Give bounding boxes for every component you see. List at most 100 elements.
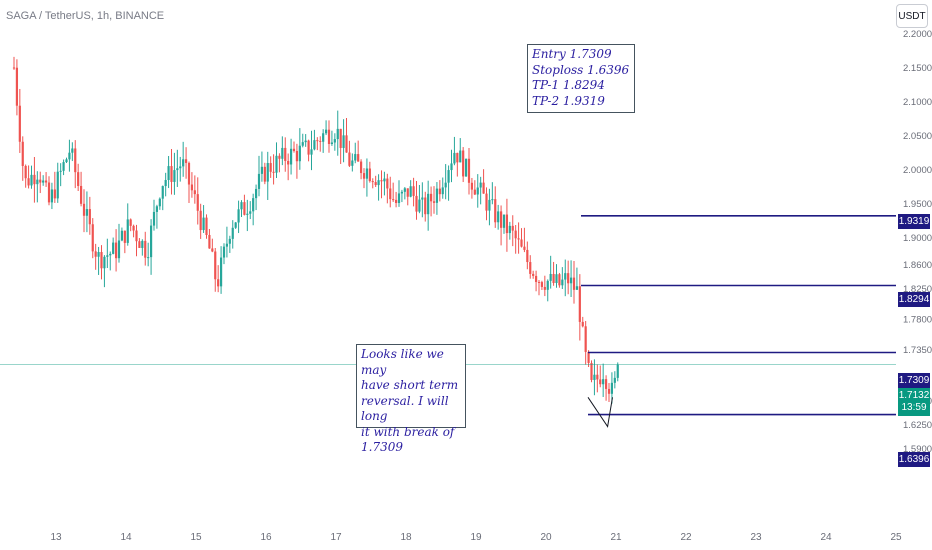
candle-body — [182, 159, 185, 167]
candle-body — [526, 249, 529, 263]
y-tick-label: 1.7350 — [903, 345, 932, 356]
candlestick-series — [12, 56, 619, 404]
candle-body — [567, 273, 570, 284]
candle-body — [71, 148, 74, 153]
candle-body — [374, 182, 377, 186]
candle-body — [453, 152, 456, 164]
candle-body — [429, 193, 433, 202]
candle-body — [479, 182, 482, 188]
candle-body — [339, 128, 342, 148]
candle-body — [610, 382, 614, 394]
candle-body — [170, 166, 173, 182]
candle-body — [587, 351, 590, 363]
time-axis[interactable]: 13 14 15 16 17 18 19 20 21 22 23 24 25 — [50, 532, 902, 543]
candle-body — [234, 222, 237, 228]
candle-body — [214, 251, 217, 280]
candle-body — [298, 145, 301, 162]
candle-body — [141, 240, 144, 248]
candle-body — [424, 197, 427, 215]
candle-body — [199, 210, 202, 231]
candle-body — [409, 186, 412, 197]
symbol-title: SAGA / TetherUS, 1h, BINANCE — [6, 10, 165, 22]
candle-body — [377, 180, 380, 186]
candle-body — [389, 188, 392, 200]
candle-body — [114, 242, 118, 259]
candle-body — [21, 141, 24, 166]
candle-body — [155, 206, 159, 212]
candle-body — [491, 199, 494, 201]
last-price-value: 1.7132 — [898, 390, 930, 401]
candle-body — [330, 142, 334, 144]
candle-body — [418, 199, 421, 212]
candle-body — [289, 148, 293, 165]
candle-body — [295, 151, 299, 162]
candle-body — [564, 273, 567, 280]
comment-line: 1.7309 — [361, 440, 403, 454]
candle-body — [307, 140, 310, 155]
candle-body — [117, 240, 121, 259]
last-price-tag: 1.7132 13:59 — [898, 388, 930, 416]
candle-body — [184, 159, 188, 163]
x-tick-label: 19 — [470, 532, 482, 543]
candle-body — [427, 193, 430, 215]
candle-body — [82, 203, 86, 216]
candle-body — [421, 197, 424, 200]
candle-body — [514, 230, 517, 239]
candle-body — [593, 374, 596, 380]
candle-body — [348, 152, 351, 166]
candle-body — [383, 178, 386, 182]
candle-body — [473, 189, 476, 195]
candle-body — [342, 135, 345, 148]
candle-body — [249, 211, 252, 214]
candle-body — [508, 225, 511, 234]
x-tick-label: 18 — [400, 532, 412, 543]
candle-body — [100, 252, 103, 269]
candle-countdown: 13:59 — [901, 402, 927, 413]
candle-body — [362, 173, 366, 179]
candle-body — [371, 181, 374, 183]
candle-body — [27, 178, 30, 186]
stoploss-text: Stoploss 1.6396 — [532, 62, 630, 77]
candle-body — [147, 257, 150, 259]
candle-body — [485, 193, 488, 211]
candle-body — [237, 209, 240, 223]
candle-body — [511, 225, 514, 231]
candle-body — [575, 286, 579, 290]
candle-body — [406, 188, 409, 197]
comment-annotation[interactable]: Looks like we may have short term revers… — [356, 344, 466, 454]
candle-body — [106, 255, 109, 257]
candle-body — [158, 198, 161, 207]
candle-body — [400, 191, 404, 194]
trend-drawings — [587, 397, 613, 428]
candle-body — [555, 274, 558, 283]
candle-body — [152, 211, 156, 226]
y-tick-label: 2.1000 — [903, 97, 932, 108]
candle-body — [149, 225, 153, 258]
candle-body — [266, 163, 269, 182]
candle-body — [549, 273, 552, 281]
candle-body — [534, 275, 538, 282]
candle-body — [193, 190, 196, 195]
candle-body — [599, 379, 602, 385]
candle-body — [561, 279, 564, 286]
candle-body — [470, 182, 474, 190]
candle-body — [351, 160, 354, 166]
x-tick-label: 21 — [610, 532, 622, 543]
candle-body — [202, 217, 205, 231]
trade-plan-annotation[interactable]: Entry 1.7309 Stoploss 1.6396 TP-1 1.8294… — [527, 44, 635, 113]
candle-body — [30, 174, 33, 186]
comment-line: reversal. I will long — [361, 393, 449, 424]
currency-button[interactable]: USDT — [896, 4, 928, 28]
candle-body — [292, 148, 296, 152]
entry-text: Entry 1.7309 — [532, 47, 612, 61]
candle-body — [196, 194, 199, 211]
candle-body — [403, 188, 406, 192]
x-tick-label: 25 — [890, 532, 902, 543]
candle-body — [462, 150, 465, 177]
candle-body — [310, 149, 313, 155]
y-tick-label: 1.9500 — [903, 199, 932, 210]
y-tick-label: 1.9000 — [903, 233, 932, 244]
candle-body — [616, 364, 619, 378]
candle-body — [523, 246, 526, 250]
